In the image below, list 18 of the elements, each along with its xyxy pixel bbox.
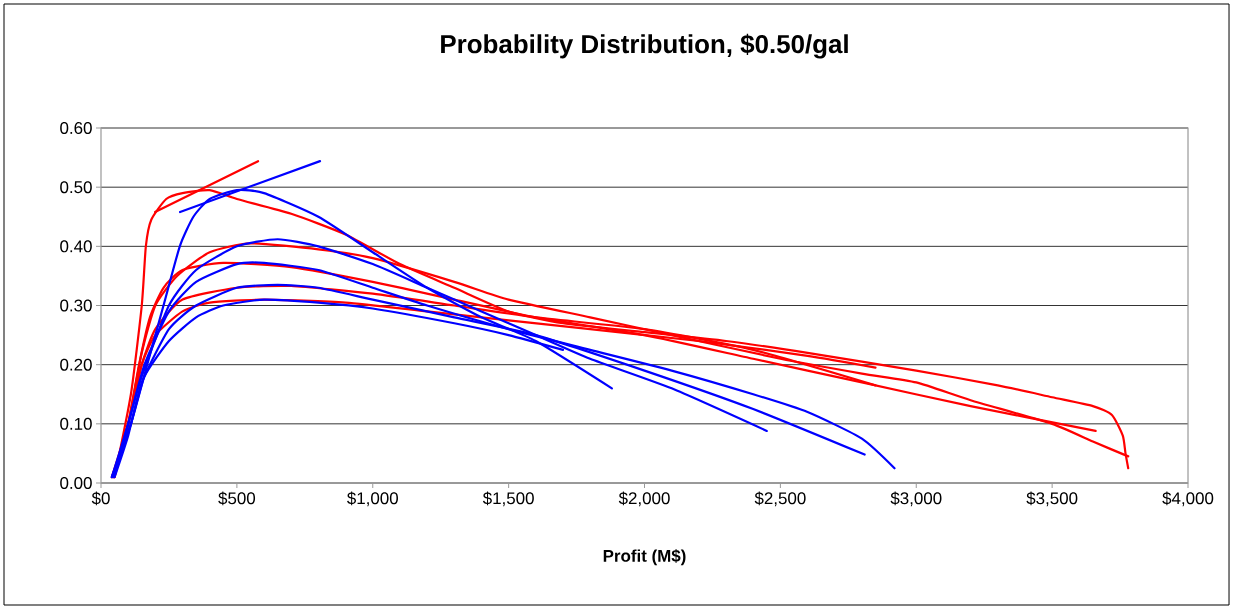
x-tick-label: $1,500	[482, 491, 534, 507]
y-tick-label: 0.50	[60, 181, 92, 194]
y-tick-label: 0.60	[60, 122, 92, 135]
x-tick-label: $0	[91, 491, 110, 506]
x-tick-label: $500	[218, 491, 256, 506]
x-axis-title: Profit (M$)	[603, 549, 686, 566]
x-tick-label: $2,500	[754, 491, 806, 507]
chart-title: Probability Distribution, $0.50/gal	[441, 33, 848, 59]
y-tick-label: 0.20	[60, 358, 92, 371]
y-tick-label: 0.30	[60, 299, 92, 312]
y-tick-label: 0.00	[60, 477, 92, 490]
x-tick-label: $3,000	[890, 491, 942, 507]
y-tick-label: 0.40	[60, 240, 92, 253]
x-tick-label: $4,000	[1162, 491, 1214, 507]
y-tick-label: 0.10	[60, 417, 92, 430]
x-tick-label: $1,000	[347, 491, 398, 507]
x-tick-label: $2,000	[618, 491, 670, 507]
x-tick-label: $3,500	[1026, 491, 1078, 507]
